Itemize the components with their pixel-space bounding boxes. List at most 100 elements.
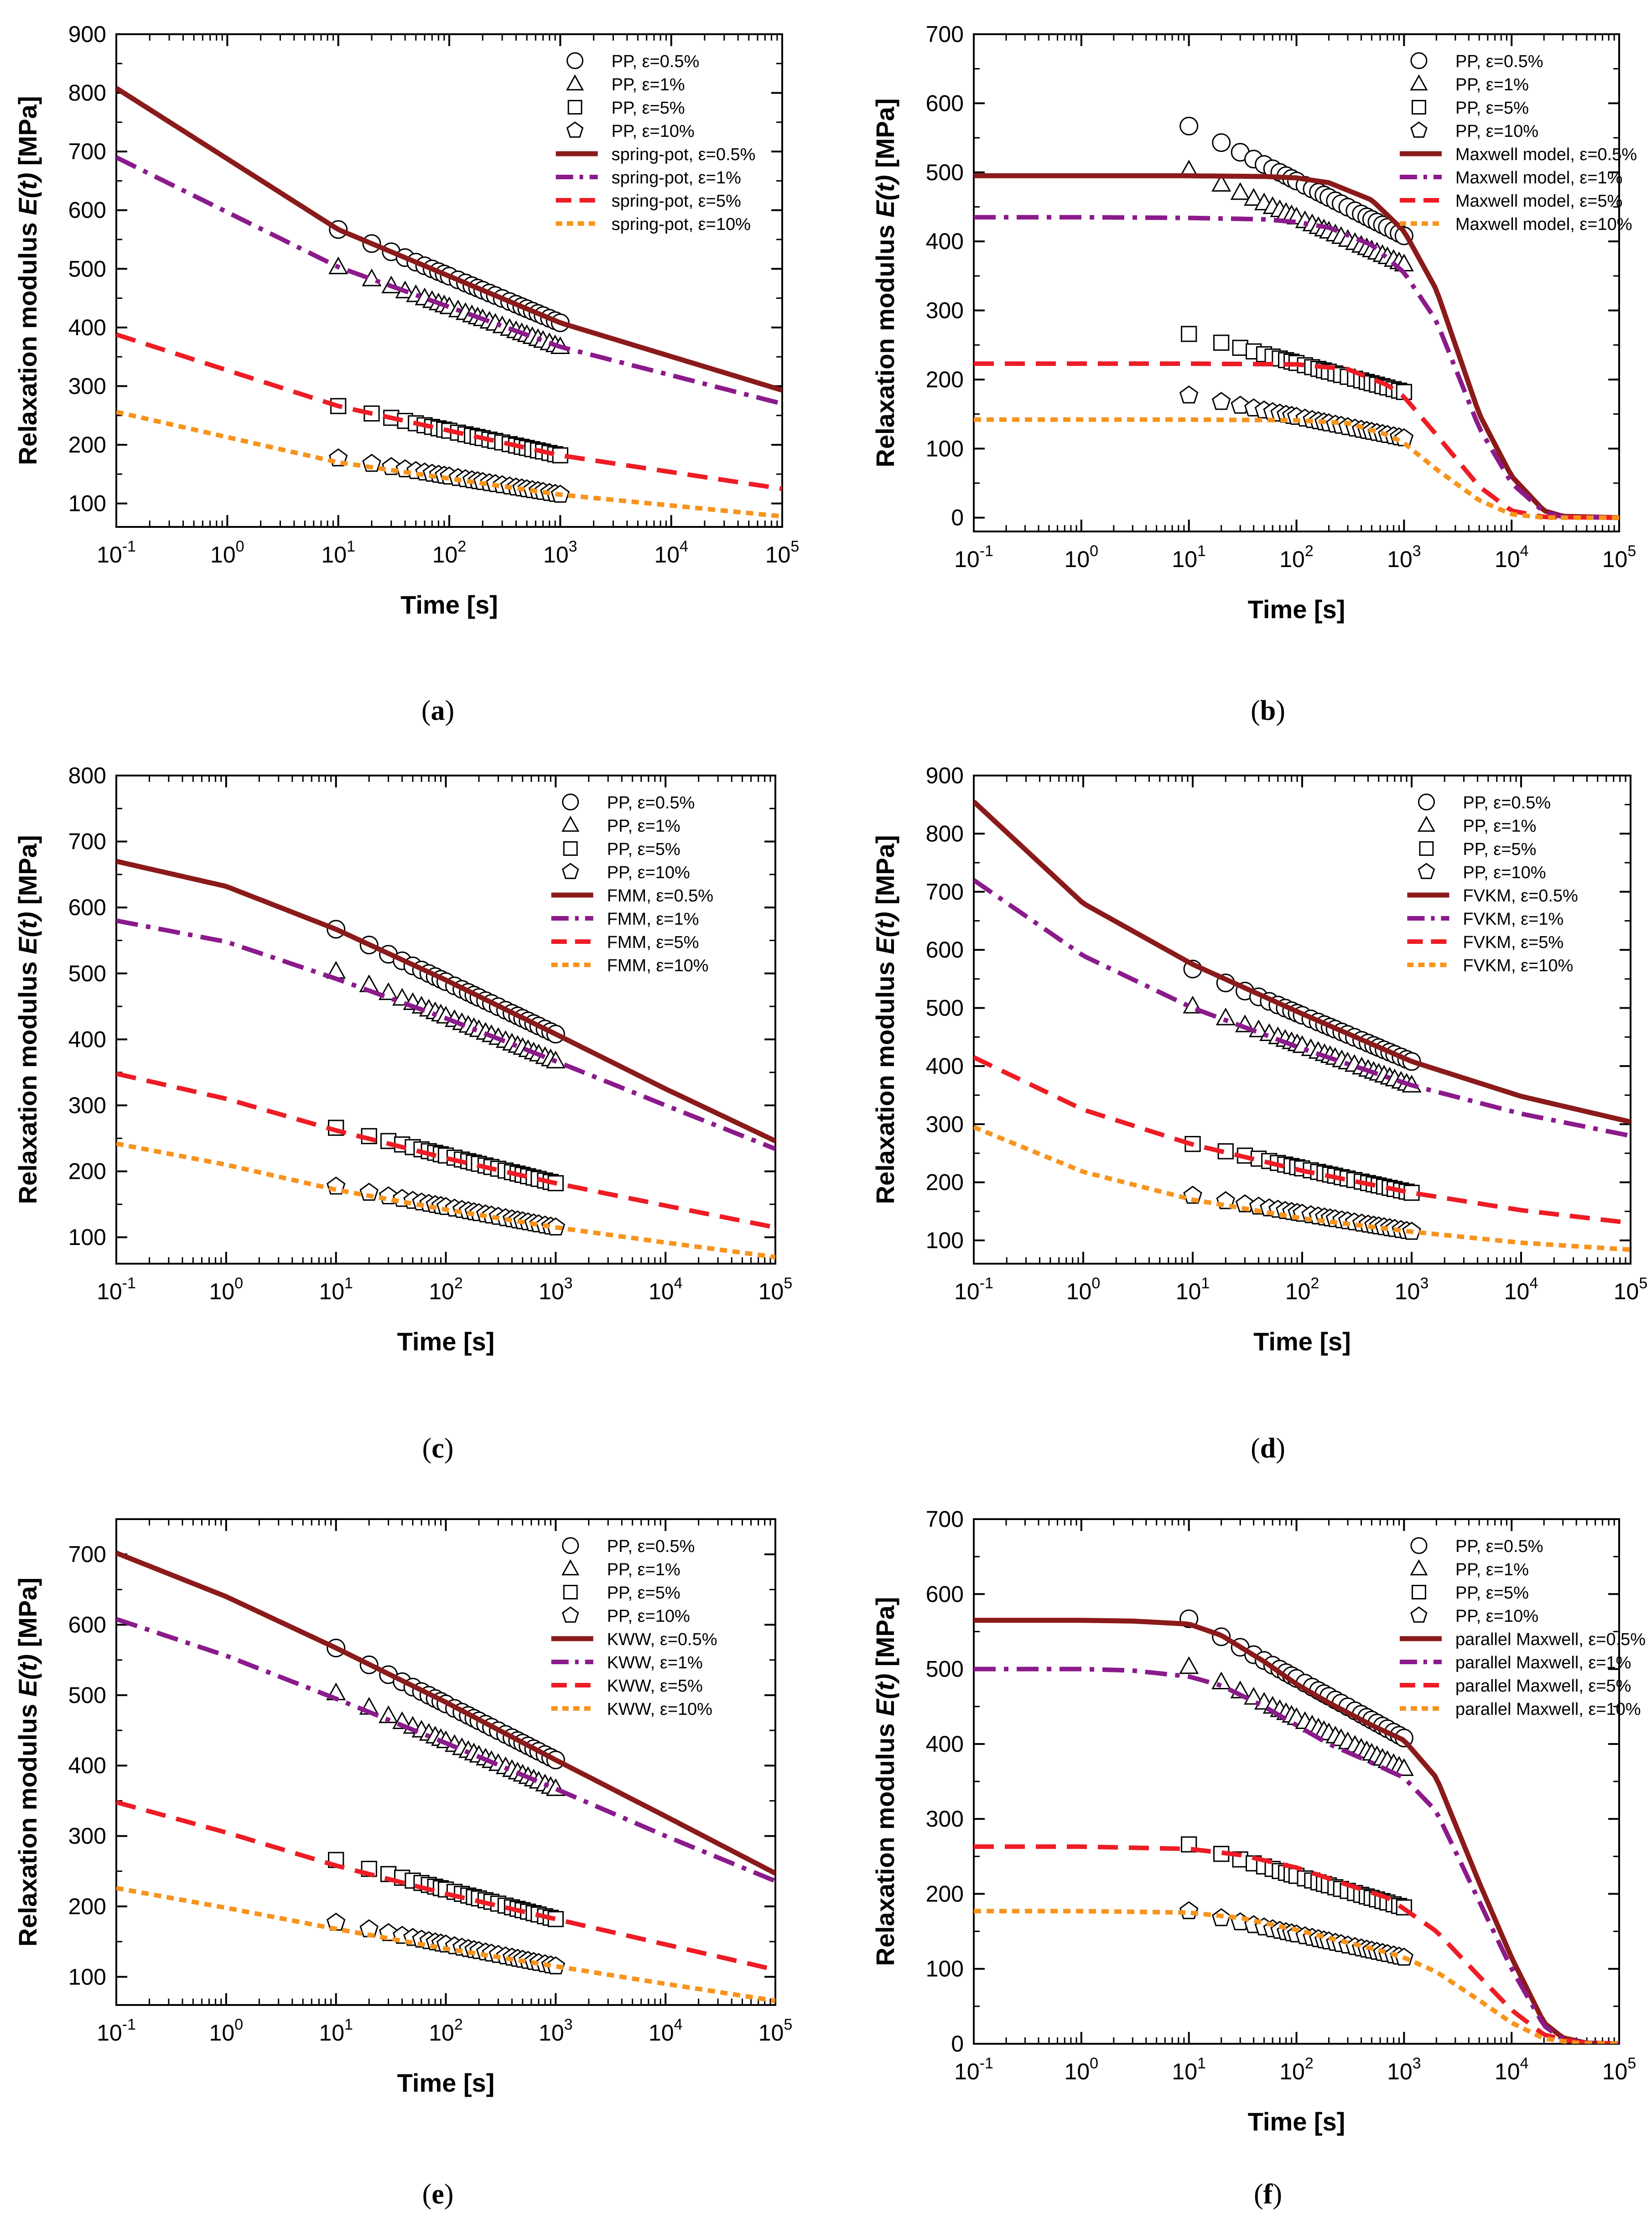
y-axis-label: Relaxation modulus E(t) [MPa] <box>871 1597 899 1966</box>
series-line-2 <box>974 878 1631 1138</box>
legend-label: spring-pot, ε=10% <box>612 215 751 234</box>
x-tick-label: 105 <box>758 2016 793 2046</box>
legend-label: PP, ε=10% <box>1463 863 1546 882</box>
data-point-circle <box>1179 116 1199 135</box>
y-tick-label: 600 <box>926 1581 964 1607</box>
legend: PP, ε=0.5% PP, ε=1% PP, ε=5% PP, ε=10% FVKM,… <box>1407 793 1578 975</box>
panel-caption: (d) <box>1251 1433 1285 1464</box>
y-axis-label: Relaxation modulus E(t) [MPa] <box>871 99 899 468</box>
legend-marker-pentagon <box>1410 1606 1428 1623</box>
legend-label: FVKM, ε=0.5% <box>1463 886 1578 906</box>
legend-label: PP, ε=10% <box>607 1607 690 1626</box>
legend-marker-circle <box>1410 1537 1428 1554</box>
y-tick-label: 600 <box>926 90 964 116</box>
x-tick-label: 103 <box>1387 2055 1421 2084</box>
x-tick-label: 100 <box>1065 542 1099 572</box>
y-tick-label: 700 <box>68 829 106 854</box>
x-tick-label: 103 <box>539 1275 573 1304</box>
series-line-3 <box>974 1055 1631 1225</box>
legend-label: PP, ε=10% <box>612 122 695 141</box>
y-tick-label: 500 <box>68 256 106 281</box>
series-line-1 <box>974 1618 1619 2044</box>
y-tick-label: 300 <box>68 1823 106 1849</box>
legend-marker-circle <box>1410 52 1428 69</box>
y-axis-label: Relaxation modulus E(t) [MPa] <box>13 1578 42 1947</box>
data-point-pentagon <box>1231 396 1250 414</box>
data-point-square <box>1213 1846 1230 1862</box>
x-tick-label: 100 <box>1066 1275 1101 1304</box>
legend-marker-triangle <box>1417 816 1435 832</box>
legend-marker-square <box>563 1585 578 1599</box>
legend-label: FMM, ε=5% <box>607 933 699 952</box>
x-tick-label: 102 <box>432 538 467 568</box>
y-tick-label: 600 <box>68 198 106 223</box>
x-tick-label: 103 <box>1395 1275 1429 1304</box>
x-tick-label: 10-1 <box>954 542 993 572</box>
data-point-triangle <box>1244 188 1264 206</box>
data-point-pentagon <box>1235 1194 1255 1213</box>
x-tick-label: 104 <box>649 2016 683 2046</box>
x-tick-label: 100 <box>1065 2055 1099 2084</box>
x-axis-label: Time [s] <box>400 590 498 619</box>
legend: PP, ε=0.5% PP, ε=1% PP, ε=5% PP, ε=10% sprin… <box>556 52 755 234</box>
legend-label: parallel Maxwell, ε=0.5% <box>1455 1630 1646 1649</box>
panel-caption: (f) <box>1254 2179 1282 2210</box>
series-line-1 <box>116 1550 775 1876</box>
panel-caption: (e) <box>422 2179 454 2210</box>
x-tick-label: 102 <box>1279 2055 1314 2084</box>
legend-marker-pentagon <box>1410 121 1428 138</box>
legend-marker-pentagon <box>561 1606 579 1623</box>
x-tick-label: 104 <box>1504 1275 1538 1304</box>
x-tick-label: 100 <box>210 538 244 568</box>
legend-label: KWW, ε=5% <box>607 1677 703 1696</box>
legend-label: FVKM, ε=1% <box>1463 910 1564 929</box>
series-line-3 <box>116 332 782 491</box>
y-tick-label: 500 <box>926 995 964 1021</box>
legend-label: PP, ε=5% <box>1463 840 1536 859</box>
legend-marker-square <box>1411 1585 1426 1599</box>
y-tick-label: 500 <box>68 961 106 986</box>
data-point-square <box>1181 326 1197 342</box>
legend-label: PP, ε=0.5% <box>612 52 700 71</box>
x-tick-label: 105 <box>1602 542 1636 572</box>
y-tick-label: 500 <box>926 160 964 185</box>
data-point-triangle <box>1394 1758 1414 1776</box>
data-point-square <box>1232 339 1248 356</box>
y-tick-label: 500 <box>68 1682 106 1708</box>
y-tick-label: 100 <box>926 1956 964 1982</box>
chart-panel-5: 100 200 300 400 500 600 700 10-1 100 101 102 103 104… <box>13 1518 793 2210</box>
y-tick-label: 800 <box>926 821 964 846</box>
y-tick-label: 200 <box>68 432 106 458</box>
x-tick-label: 105 <box>765 538 800 568</box>
y-tick-label: 300 <box>926 298 964 323</box>
data-point-triangle <box>1179 1656 1199 1674</box>
legend-label: PP, ε=1% <box>1455 75 1529 94</box>
data-point-triangle <box>1211 174 1231 192</box>
legend-marker-circle <box>566 52 584 69</box>
chart-panel-3: 100 200 300 400 500 600 700 800 10-1 100 101 102 103… <box>13 763 792 1464</box>
legend-label: KWW, ε=1% <box>607 1653 703 1672</box>
y-axis-label: Relaxation modulus E(t) [MPa] <box>871 835 899 1204</box>
legend-marker-triangle <box>561 816 580 832</box>
data-area <box>116 859 775 1260</box>
chart-panel-2: 0 100 200 300 400 500 600 700 10-1 100 101 102 103 10… <box>871 21 1637 726</box>
panel-caption: (a) <box>421 695 454 726</box>
legend-label: Maxwell model, ε=10% <box>1455 215 1632 234</box>
legend-label: parallel Maxwell, ε=10% <box>1455 1700 1641 1719</box>
x-tick-label: 104 <box>649 1275 683 1304</box>
legend-label: PP, ε=5% <box>1455 99 1529 118</box>
y-tick-label: 100 <box>68 1964 106 1989</box>
legend: PP, ε=0.5% PP, ε=1% PP, ε=5% PP, ε=10% FMM, … <box>551 793 713 975</box>
y-tick-label: 400 <box>926 1731 964 1757</box>
y-tick-label: 0 <box>951 2031 964 2057</box>
chart-panel-4: 100 200 300 400 500 600 700 800 900 10-1 100 101 102… <box>871 763 1647 1464</box>
legend-label: FMM, ε=1% <box>607 910 699 929</box>
panel-caption: (c) <box>422 1433 454 1464</box>
y-tick-label: 300 <box>68 1093 106 1118</box>
legend-marker-pentagon <box>1418 863 1435 879</box>
y-tick-label: 0 <box>951 505 964 531</box>
x-tick-label: 102 <box>429 2016 463 2046</box>
y-tick-label: 100 <box>68 491 106 516</box>
legend-label: Maxwell model, ε=0.5% <box>1455 145 1637 164</box>
